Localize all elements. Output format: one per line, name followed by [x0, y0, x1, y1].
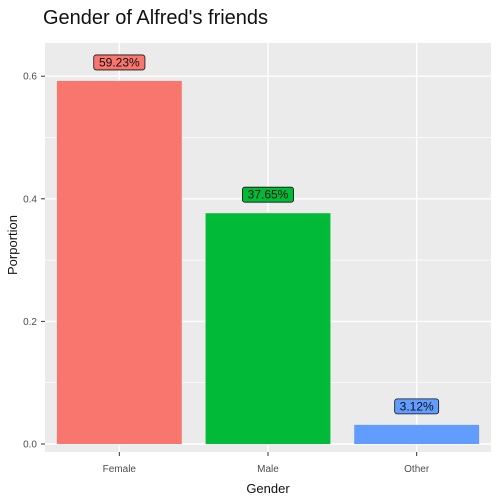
data-label-other: 3.12% — [400, 399, 434, 413]
x-tick-label-other: Other — [404, 464, 430, 475]
data-label-box-male — [241, 186, 294, 203]
chart-title: Gender of Alfred's friends — [43, 7, 268, 29]
bar-female — [56, 80, 182, 444]
y-tick-label-1: 0.2 — [23, 317, 37, 328]
axis-layer: 0.0 0.2 0.4 0.6 Female Male Other — [23, 72, 430, 475]
x-tick-label-female: Female — [103, 464, 137, 475]
data-label-female: 59.23% — [99, 55, 140, 69]
data-labels-layer: 59.23% 37.65% 3.12% — [93, 54, 440, 415]
data-label-box-female — [93, 54, 146, 71]
y-axis-title: Porportion — [5, 215, 20, 275]
bar-male — [205, 213, 331, 444]
data-label-box-other — [394, 398, 440, 415]
data-label-male: 37.65% — [248, 188, 289, 202]
bar-other — [354, 424, 480, 444]
y-tick-label-2: 0.4 — [23, 194, 37, 205]
bars-layer — [56, 80, 480, 444]
x-axis-title: Gender — [246, 481, 290, 496]
x-tick-label-male: Male — [257, 464, 279, 475]
y-tick-label-0: 0.0 — [23, 440, 37, 451]
y-tick-label-3: 0.6 — [23, 72, 37, 83]
